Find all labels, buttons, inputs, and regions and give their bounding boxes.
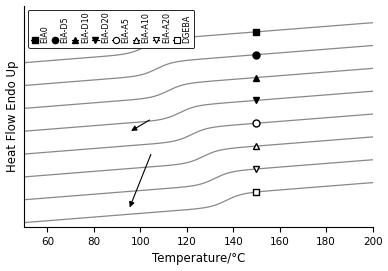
X-axis label: Temperature/°C: Temperature/°C — [152, 253, 245, 265]
Legend: EIA0, EIA-D5, EIA-D10, EIA-D20, EIA-A5, EIA-A10, EIA-A20, DGEBA: EIA0, EIA-D5, EIA-D10, EIA-D20, EIA-A5, … — [28, 9, 194, 48]
Y-axis label: Heat Flow Endo Up: Heat Flow Endo Up — [5, 61, 19, 172]
